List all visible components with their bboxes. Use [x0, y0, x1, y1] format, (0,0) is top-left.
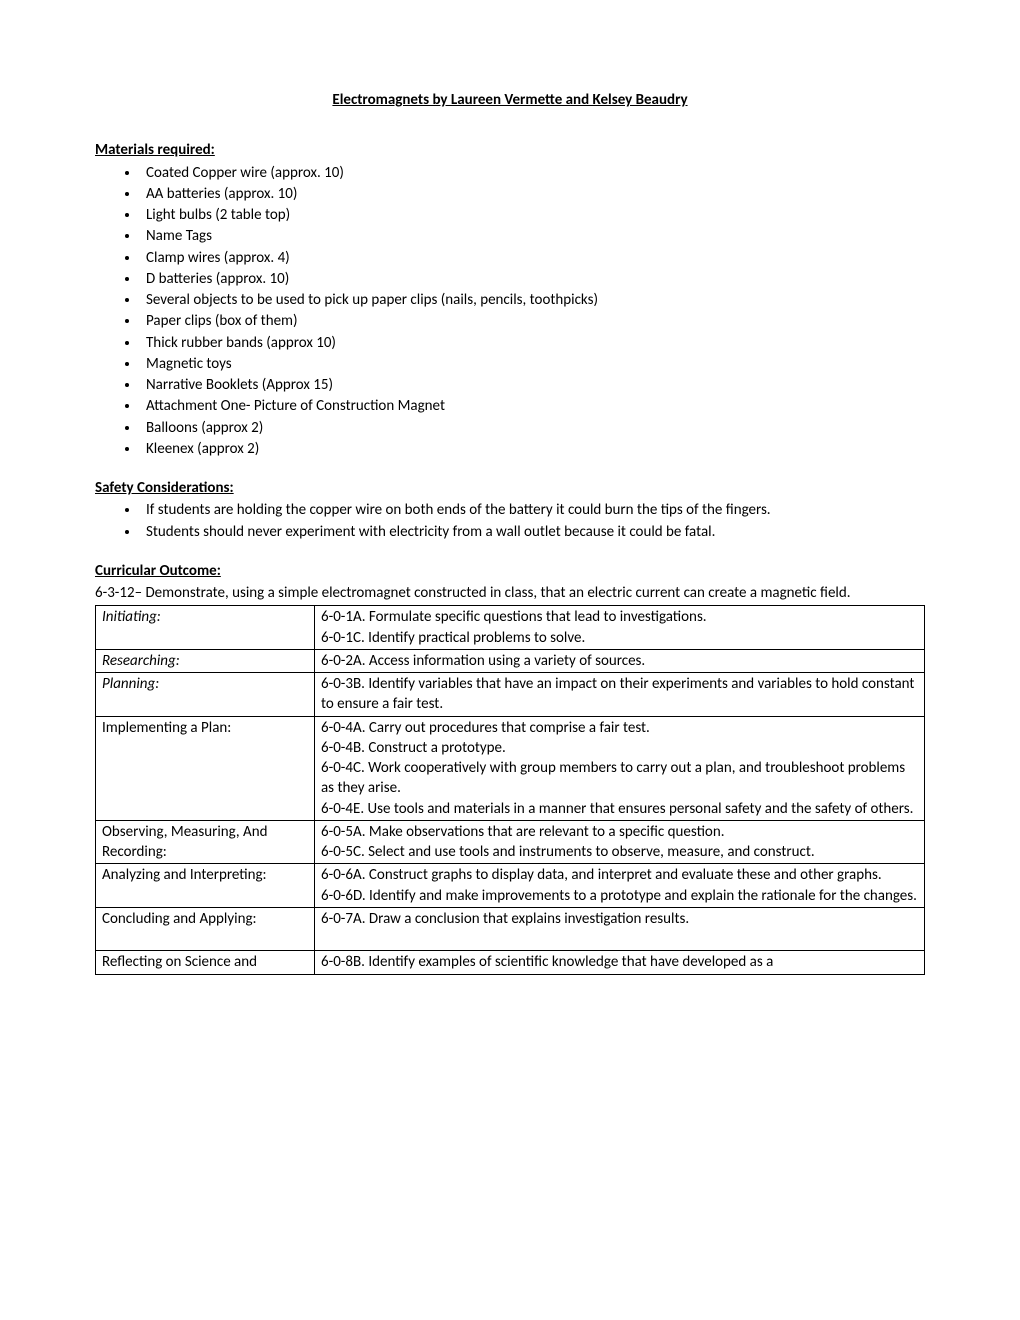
- document-title: Electromagnets by Laureen Vermette and K…: [95, 90, 925, 110]
- list-item: Clamp wires (approx. 4): [140, 248, 925, 269]
- list-item: Name Tags: [140, 226, 925, 247]
- table-row: Initiating: 6-0-1A. Formulate specific q…: [96, 606, 925, 650]
- content-line: 6-0-4C. Work cooperatively with group me…: [321, 758, 918, 799]
- outcome-heading: Curricular Outcome:: [95, 561, 925, 581]
- materials-heading: Materials required:: [95, 140, 925, 160]
- list-item: Students should never experiment with el…: [140, 522, 925, 543]
- row-content: 6-0-6A. Construct graphs to display data…: [315, 864, 925, 908]
- row-label: Analyzing and Interpreting:: [96, 864, 315, 908]
- safety-list: If students are holding the copper wire …: [140, 500, 925, 543]
- table-row: Analyzing and Interpreting: 6-0-6A. Cons…: [96, 864, 925, 908]
- content-line: 6-0-6D. Identify and make improvements t…: [321, 886, 918, 906]
- list-item: Coated Copper wire (approx. 10): [140, 163, 925, 184]
- table-row: Implementing a Plan: 6-0-4A. Carry out p…: [96, 716, 925, 820]
- safety-heading: Safety Considerations:: [95, 478, 925, 498]
- list-item: Light bulbs (2 table top): [140, 205, 925, 226]
- content-line: 6-0-8B. Identify examples of scientific …: [321, 952, 918, 972]
- content-line: 6-0-4B. Construct a prototype.: [321, 738, 918, 758]
- content-line: 6-0-4A. Carry out procedures that compri…: [321, 718, 918, 738]
- row-content: 6-0-7A. Draw a conclusion that explains …: [315, 907, 925, 951]
- row-content: 6-0-3B. Identify variables that have an …: [315, 673, 925, 717]
- content-line: 6-0-1A. Formulate specific questions tha…: [321, 607, 918, 627]
- content-line: [321, 929, 918, 949]
- outcome-table: Initiating: 6-0-1A. Formulate specific q…: [95, 605, 925, 974]
- list-item: AA batteries (approx. 10): [140, 184, 925, 205]
- content-line: 6-0-7A. Draw a conclusion that explains …: [321, 909, 918, 929]
- table-row: Reflecting on Science and 6-0-8B. Identi…: [96, 951, 925, 974]
- list-item: Several objects to be used to pick up pa…: [140, 290, 925, 311]
- content-line: 6-0-2A. Access information using a varie…: [321, 651, 918, 671]
- row-label: Reflecting on Science and: [96, 951, 315, 974]
- row-label: Observing, Measuring, And Recording:: [96, 820, 315, 864]
- materials-list: Coated Copper wire (approx. 10) AA batte…: [140, 163, 925, 461]
- list-item: Narrative Booklets (Approx 15): [140, 375, 925, 396]
- list-item: Balloons (approx 2): [140, 418, 925, 439]
- list-item: D batteries (approx. 10): [140, 269, 925, 290]
- row-label: Concluding and Applying:: [96, 907, 315, 951]
- row-content: 6-0-5A. Make observations that are relev…: [315, 820, 925, 864]
- content-line: 6-0-5C. Select and use tools and instrum…: [321, 842, 918, 862]
- list-item: Attachment One- Picture of Construction …: [140, 396, 925, 417]
- row-content: 6-0-1A. Formulate specific questions tha…: [315, 606, 925, 650]
- row-content: 6-0-8B. Identify examples of scientific …: [315, 951, 925, 974]
- list-item: Paper clips (box of them): [140, 311, 925, 332]
- list-item: Thick rubber bands (approx 10): [140, 333, 925, 354]
- row-content: 6-0-2A. Access information using a varie…: [315, 649, 925, 672]
- table-row: Planning: 6-0-3B. Identify variables tha…: [96, 673, 925, 717]
- table-row: Concluding and Applying: 6-0-7A. Draw a …: [96, 907, 925, 951]
- row-label: Initiating:: [96, 606, 315, 650]
- list-item: If students are holding the copper wire …: [140, 500, 925, 521]
- table-row: Researching: 6-0-2A. Access information …: [96, 649, 925, 672]
- content-line: 6-0-3B. Identify variables that have an …: [321, 674, 918, 715]
- content-line: 6-0-6A. Construct graphs to display data…: [321, 865, 918, 885]
- row-label: Planning:: [96, 673, 315, 717]
- table-row: Observing, Measuring, And Recording: 6-0…: [96, 820, 925, 864]
- row-label: Researching:: [96, 649, 315, 672]
- content-line: 6-0-1C. Identify practical problems to s…: [321, 628, 918, 648]
- row-label: Implementing a Plan:: [96, 716, 315, 820]
- content-line: 6-0-4E. Use tools and materials in a man…: [321, 799, 918, 819]
- list-item: Magnetic toys: [140, 354, 925, 375]
- content-line: 6-0-5A. Make observations that are relev…: [321, 822, 918, 842]
- outcome-text: 6-3-12– Demonstrate, using a simple elec…: [95, 583, 925, 603]
- row-content: 6-0-4A. Carry out procedures that compri…: [315, 716, 925, 820]
- list-item: Kleenex (approx 2): [140, 439, 925, 460]
